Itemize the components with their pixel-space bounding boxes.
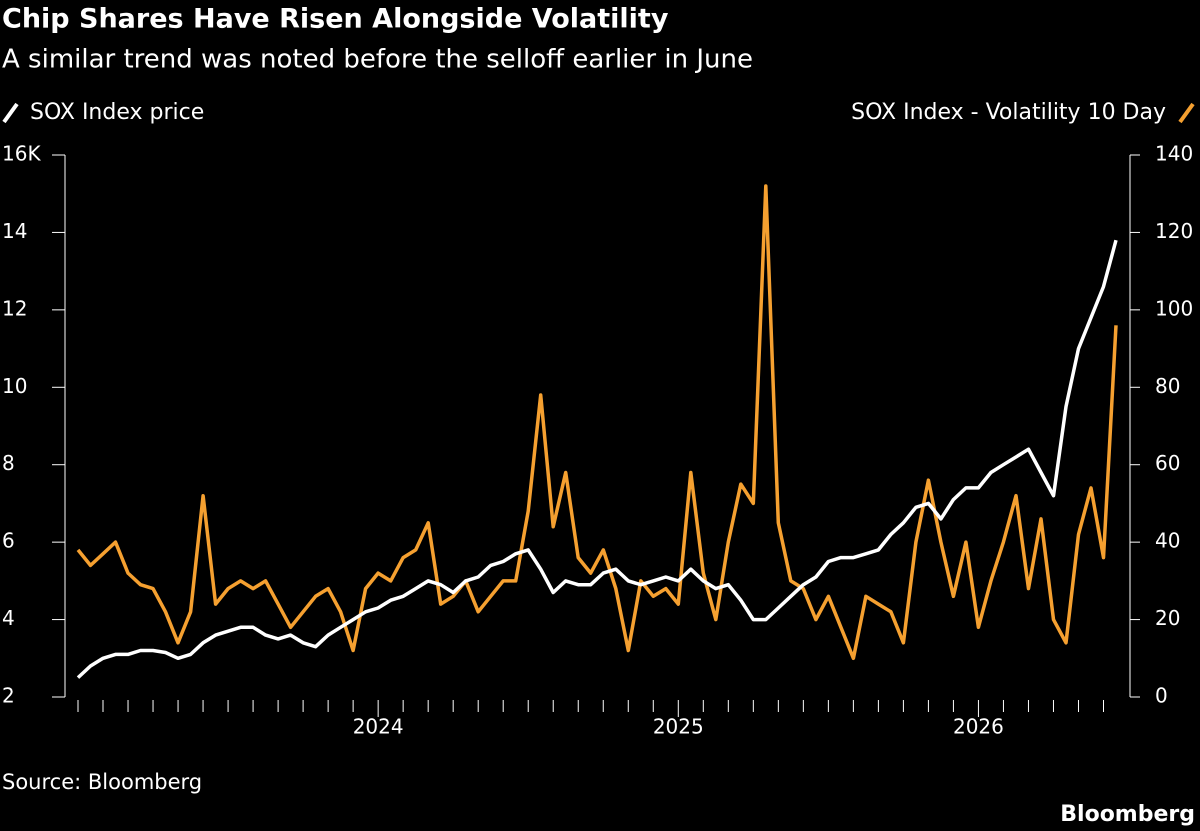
y-tick-label: 2 (2, 684, 15, 708)
y-tick-label: 6 (2, 529, 15, 553)
y2-tick-label: 140 (1155, 142, 1193, 166)
series-line (76, 184, 1118, 661)
y-tick-label: 8 (2, 451, 15, 475)
y-tick-label: 4 (2, 606, 15, 630)
y-tick-label: 14 (2, 219, 27, 243)
legend-swatch (1178, 102, 1195, 124)
y-tick-label: 10 (2, 374, 27, 398)
legend-label: SOX Index price (30, 100, 204, 125)
y-tick-label: 16K (2, 142, 41, 166)
y2-tick-label: 0 (1155, 684, 1168, 708)
y2-tick-label: 40 (1155, 529, 1180, 553)
x-tick-label: 2024 (353, 715, 404, 739)
y2-tick-label: 100 (1155, 296, 1193, 320)
x-tick-label: 2025 (653, 715, 704, 739)
chart-subtitle: A similar trend was noted before the sel… (2, 45, 753, 75)
y2-tick-label: 80 (1155, 374, 1180, 398)
y-tick-label: 12 (2, 296, 27, 320)
series-line (76, 239, 1118, 679)
legend-label: SOX Index - Volatility 10 Day (851, 100, 1166, 125)
source: Source: Bloomberg (2, 770, 202, 794)
legend-swatch (2, 102, 19, 124)
y2-tick-label: 60 (1155, 451, 1180, 475)
x-tick-label: 2026 (953, 715, 1004, 739)
y2-tick-label: 120 (1155, 219, 1193, 243)
credit: Bloomberg (1060, 802, 1195, 827)
chart-title: Chip Shares Have Risen Alongside Volatil… (2, 4, 669, 35)
y2-tick-label: 20 (1155, 606, 1180, 630)
